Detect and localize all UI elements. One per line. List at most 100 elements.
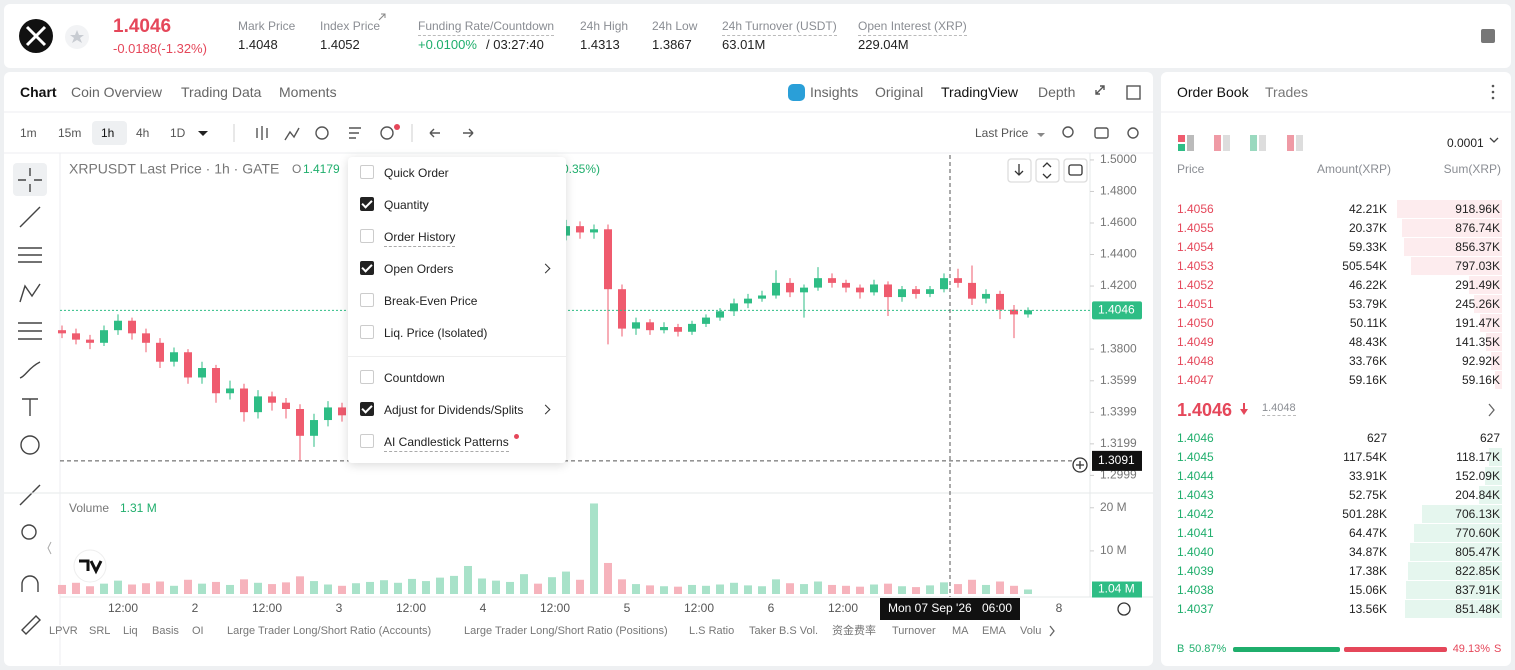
- indicator[interactable]: Large Trader Long/Short Ratio (Accounts): [227, 625, 432, 637]
- ob-price[interactable]: 1.4043: [1177, 488, 1214, 502]
- chart-tab[interactable]: Trading Data: [181, 84, 262, 100]
- collapse-icon[interactable]: [1042, 162, 1052, 179]
- ob-price[interactable]: 1.4037: [1177, 602, 1214, 616]
- ob-price[interactable]: 1.4054: [1177, 240, 1214, 254]
- ob-tab[interactable]: Order Book: [1177, 84, 1249, 100]
- ob-price[interactable]: 1.4049: [1177, 335, 1214, 349]
- link-icon[interactable]: [378, 13, 386, 21]
- ob-price[interactable]: 1.4038: [1177, 583, 1214, 597]
- view-icon[interactable]: [1223, 135, 1230, 151]
- view-tab[interactable]: TradingView: [941, 84, 1019, 100]
- ob-price[interactable]: 1.4055: [1177, 221, 1214, 235]
- ob-tab[interactable]: Trades: [1265, 84, 1309, 100]
- fib-tool[interactable]: [18, 322, 42, 340]
- expand-icon[interactable]: [1095, 85, 1105, 95]
- brush-tool[interactable]: [19, 361, 41, 379]
- undo-icon[interactable]: [429, 128, 440, 138]
- indicator[interactable]: MA: [952, 625, 969, 637]
- indicator[interactable]: Taker B.S Vol.: [749, 625, 819, 637]
- ob-price[interactable]: 1.4044: [1177, 469, 1214, 483]
- camera-icon[interactable]: [1094, 127, 1109, 139]
- trendline-tool[interactable]: [19, 206, 41, 228]
- ob-precision[interactable]: 0.0001: [1447, 136, 1484, 150]
- notes-icon[interactable]: [1481, 29, 1495, 43]
- chart-tab[interactable]: Coin Overview: [71, 84, 163, 100]
- star-icon[interactable]: [70, 30, 84, 43]
- indicator[interactable]: L.S Ratio: [689, 625, 735, 637]
- indicator[interactable]: EMA: [982, 625, 1006, 637]
- candle-icon[interactable]: [256, 126, 268, 140]
- menu-item[interactable]: Open Orders: [384, 262, 454, 276]
- view-icon[interactable]: [1296, 135, 1303, 151]
- download-icon[interactable]: [1014, 164, 1024, 176]
- menu-checkbox[interactable]: [360, 165, 374, 179]
- indicator[interactable]: Basis: [152, 625, 179, 637]
- indicator[interactable]: 资金费率: [832, 625, 876, 637]
- view-tab[interactable]: Original: [875, 84, 924, 100]
- menu-item[interactable]: Adjust for Dividends/Splits: [384, 403, 524, 417]
- chart-tab[interactable]: Moments: [279, 84, 337, 100]
- text-tool[interactable]: [22, 398, 38, 416]
- pattern-tool[interactable]: [19, 283, 41, 303]
- menu-checkbox[interactable]: [360, 197, 374, 211]
- indicator[interactable]: Large Trader Long/Short Ratio (Positions…: [464, 625, 668, 637]
- indicator[interactable]: OI: [192, 625, 204, 637]
- chart-tab[interactable]: Chart: [20, 84, 57, 100]
- view-icon[interactable]: [1178, 144, 1185, 151]
- menu-checkbox[interactable]: [360, 370, 374, 384]
- ob-price[interactable]: 1.4053: [1177, 259, 1214, 273]
- ob-price[interactable]: 1.4039: [1177, 564, 1214, 578]
- interval[interactable]: 1m: [20, 126, 37, 140]
- menu-item[interactable]: Break-Even Price: [384, 294, 478, 308]
- collapse-arrow[interactable]: [47, 541, 52, 555]
- interval[interactable]: 1h: [101, 126, 115, 140]
- menu-item[interactable]: Liq. Price (Isolated): [384, 326, 488, 340]
- ob-price[interactable]: 1.4041: [1177, 526, 1214, 540]
- view-icon[interactable]: [1178, 135, 1185, 142]
- indicator-more[interactable]: [1049, 625, 1055, 637]
- window-icon[interactable]: [1126, 85, 1141, 100]
- ob-price[interactable]: 1.4042: [1177, 507, 1214, 521]
- search-icon[interactable]: [1062, 126, 1074, 138]
- price-type-caret[interactable]: [1037, 133, 1045, 137]
- menu-checkbox[interactable]: [360, 325, 374, 339]
- menu-item[interactable]: Quantity: [384, 198, 429, 212]
- redo-icon[interactable]: [463, 128, 474, 138]
- menu-item[interactable]: Quick Order: [384, 166, 449, 180]
- ob-more-menu[interactable]: [1491, 84, 1495, 100]
- crosshair-plus[interactable]: [1072, 457, 1088, 473]
- hline-tool[interactable]: [18, 247, 42, 263]
- view-icon[interactable]: [1214, 135, 1221, 151]
- indicator[interactable]: Volu: [1020, 625, 1042, 637]
- menu-item[interactable]: Countdown: [384, 371, 445, 385]
- pencil-tool[interactable]: [21, 615, 41, 635]
- menu-checkbox[interactable]: [360, 261, 374, 275]
- view-icon[interactable]: [1287, 135, 1294, 151]
- ob-price[interactable]: 1.4051: [1177, 297, 1214, 311]
- indicator[interactable]: LPVR: [49, 625, 78, 637]
- ob-price[interactable]: 1.4050: [1177, 316, 1214, 330]
- emoji-tool[interactable]: [20, 435, 40, 455]
- ob-price[interactable]: 1.4048: [1177, 354, 1214, 368]
- menu-item[interactable]: Order History: [384, 228, 456, 247]
- magnet-tool[interactable]: [21, 575, 39, 592]
- price-type[interactable]: Last Price: [975, 126, 1029, 140]
- menu-checkbox[interactable]: [360, 402, 374, 416]
- settings-icon[interactable]: [1127, 127, 1139, 139]
- indicator[interactable]: SRL: [89, 625, 111, 637]
- indicator-icon[interactable]: [284, 127, 300, 141]
- interval[interactable]: 1D: [170, 126, 186, 140]
- view-icon[interactable]: [1259, 135, 1266, 151]
- indicator[interactable]: Liq: [123, 625, 138, 637]
- interval[interactable]: 15m: [58, 126, 82, 140]
- ob-price[interactable]: 1.4045: [1177, 450, 1214, 464]
- ob-price[interactable]: 1.4056: [1177, 202, 1214, 216]
- crosshair-tool[interactable]: [18, 168, 42, 192]
- ruler-tool[interactable]: [19, 484, 41, 506]
- ob-price[interactable]: 1.4040: [1177, 545, 1214, 559]
- menu-item[interactable]: AI Candlestick Patterns: [384, 433, 509, 452]
- interval[interactable]: 4h: [136, 126, 150, 140]
- menu-checkbox[interactable]: [360, 434, 374, 448]
- interval-dropdown[interactable]: [198, 131, 208, 136]
- replay-icon[interactable]: [315, 126, 329, 140]
